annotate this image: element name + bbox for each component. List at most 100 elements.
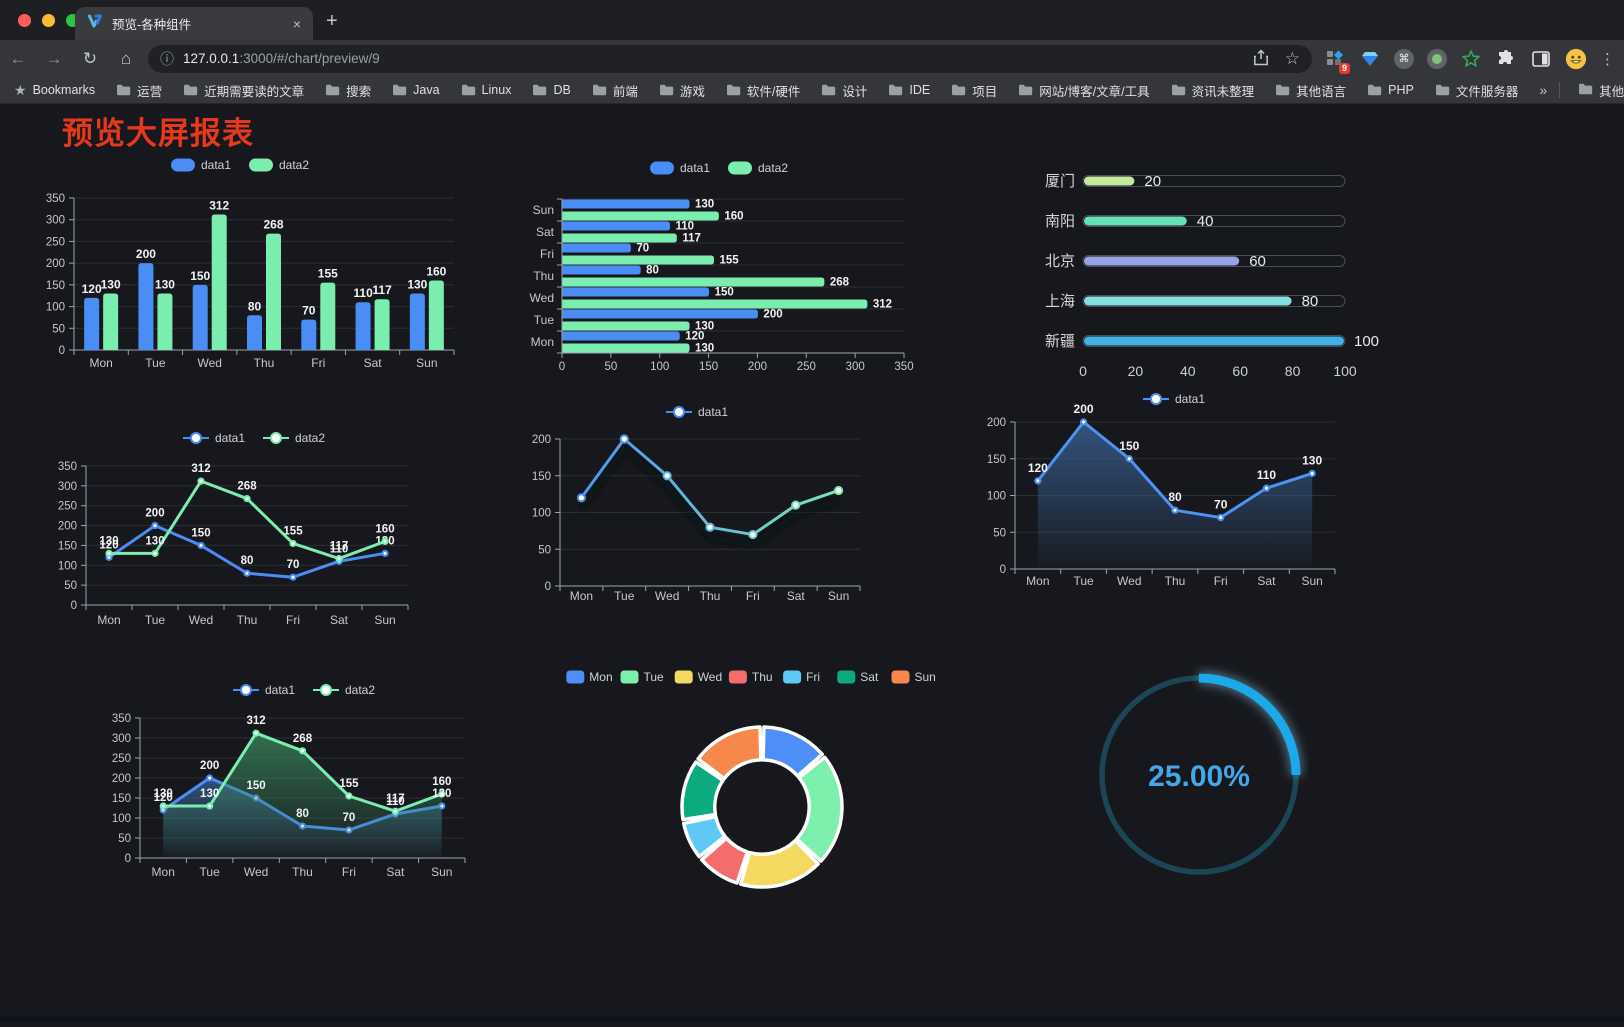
- svg-text:Sun: Sun: [431, 865, 452, 879]
- other-bookmarks-folder[interactable]: 其他书签: [1559, 81, 1624, 100]
- share-icon[interactable]: [1253, 48, 1269, 69]
- folder-icon: [1368, 84, 1382, 96]
- bookmark-folder[interactable]: 文件服务器: [1435, 81, 1518, 100]
- bookmarks-label: Bookmarks: [32, 83, 96, 97]
- bookmark-folder[interactable]: 游戏: [659, 81, 705, 100]
- svg-text:50: 50: [538, 544, 551, 556]
- bookmark-folder[interactable]: 软件/硬件: [726, 81, 800, 100]
- bookmark-folder[interactable]: DB: [532, 83, 571, 97]
- forward-icon[interactable]: →: [45, 48, 63, 68]
- svg-text:110: 110: [353, 286, 373, 300]
- chart-bar-horizontal: data1 data2 0 50 100 150 200 250 300 350 Sun 130 160…: [530, 161, 914, 373]
- bookmark-folder[interactable]: PHP: [1367, 83, 1414, 97]
- svg-text:50: 50: [52, 323, 65, 335]
- svg-text:250: 250: [797, 361, 816, 373]
- svg-text:155: 155: [719, 255, 739, 267]
- reload-icon[interactable]: ↻: [82, 48, 98, 68]
- window-close-button[interactable]: [18, 14, 31, 27]
- svg-text:Mon: Mon: [89, 356, 112, 370]
- address-bar[interactable]: ⓘ 127.0.0.1:3000/#/chart/preview/9 ☆: [148, 44, 1312, 73]
- extension-gem-icon[interactable]: [1359, 48, 1381, 70]
- chart-area-single: data1 0 50 100 150 200 Mon Tue Wed Thu Fri Sat Sun 12…: [987, 392, 1336, 588]
- bookmark-folder[interactable]: 项目: [951, 81, 997, 100]
- svg-text:80: 80: [1302, 293, 1319, 310]
- svg-text:155: 155: [318, 267, 338, 281]
- svg-text:268: 268: [263, 218, 283, 232]
- svg-text:Mon: Mon: [1026, 574, 1049, 588]
- bookmark-folder[interactable]: 前端: [592, 81, 638, 100]
- tab-close-icon[interactable]: ×: [292, 15, 301, 32]
- svg-text:Tue: Tue: [200, 865, 221, 879]
- svg-text:Wed: Wed: [655, 589, 679, 603]
- svg-text:data1: data1: [201, 158, 231, 172]
- bookmark-folder-label: IDE: [909, 83, 931, 97]
- bookmarks-star-icon: ★: [14, 81, 27, 98]
- svg-text:200: 200: [748, 361, 767, 373]
- site-info-icon[interactable]: ⓘ: [160, 50, 174, 67]
- svg-text:150: 150: [532, 471, 551, 483]
- svg-text:200: 200: [58, 521, 77, 533]
- svg-text:130: 130: [101, 278, 121, 292]
- extension-badge: 9: [1338, 62, 1350, 74]
- bookmark-folder[interactable]: 运营: [116, 81, 162, 100]
- svg-text:130: 130: [432, 788, 451, 800]
- extension-command-icon[interactable]: ⌘: [1394, 48, 1414, 69]
- extension-star-icon[interactable]: [1460, 48, 1482, 70]
- browser-menu-icon[interactable]: ⋮: [1600, 50, 1615, 68]
- svg-text:100: 100: [112, 813, 131, 825]
- chart-area-double: data1 data2 0 50 100 150 200 250 300 350 Mon Tue Wed…: [112, 683, 466, 879]
- svg-text:Sat: Sat: [1257, 574, 1276, 588]
- svg-text:350: 350: [58, 461, 77, 473]
- window-minimize-button[interactable]: [42, 14, 55, 27]
- svg-text:40: 40: [1197, 213, 1214, 230]
- svg-text:150: 150: [46, 280, 65, 292]
- bookmark-folder-label: 搜索: [346, 84, 372, 99]
- svg-text:50: 50: [64, 580, 77, 592]
- svg-text:150: 150: [1119, 439, 1139, 453]
- bookmark-folder[interactable]: 资讯未整理: [1171, 81, 1254, 100]
- svg-text:Sat: Sat: [364, 356, 383, 370]
- svg-text:200: 200: [987, 417, 1006, 429]
- svg-text:150: 150: [58, 540, 77, 552]
- bookmark-folder[interactable]: Java: [392, 83, 440, 97]
- browser-tab[interactable]: 预览-各种组件 ×: [75, 7, 313, 40]
- bookmark-folder[interactable]: 设计: [821, 81, 867, 100]
- bookmark-folder[interactable]: 搜索: [325, 81, 371, 100]
- folder-icon: [461, 84, 475, 96]
- extensions-puzzle-icon[interactable]: [1495, 48, 1517, 70]
- svg-text:Fri: Fri: [311, 356, 325, 370]
- svg-text:Tue: Tue: [145, 356, 166, 370]
- svg-text:100: 100: [650, 361, 669, 373]
- bookmarks-overflow-chevron[interactable]: »: [1539, 82, 1548, 98]
- svg-text:0: 0: [125, 853, 131, 865]
- home-icon[interactable]: ⌂: [120, 48, 132, 68]
- svg-text:200: 200: [136, 247, 156, 261]
- profile-avatar[interactable]: [1565, 48, 1587, 70]
- svg-text:70: 70: [287, 559, 300, 571]
- back-icon[interactable]: ←: [9, 48, 27, 68]
- folder-icon: [592, 84, 607, 96]
- svg-text:250: 250: [58, 501, 77, 513]
- bookmark-folder[interactable]: 近期需要读的文章: [183, 81, 304, 100]
- extension-recorder-icon[interactable]: [1427, 48, 1447, 69]
- svg-text:Wed: Wed: [1117, 574, 1141, 588]
- extension-grid-icon[interactable]: 9: [1324, 48, 1350, 74]
- bookmark-folder[interactable]: 其他语言: [1275, 81, 1346, 100]
- svg-text:0: 0: [71, 600, 77, 612]
- bookmark-folder[interactable]: IDE: [888, 83, 930, 97]
- bookmark-folder[interactable]: 网站/博客/文章/工具: [1018, 81, 1150, 100]
- folder-icon: [889, 84, 903, 96]
- bookmark-folder-label: Java: [413, 83, 440, 97]
- svg-text:155: 155: [339, 778, 359, 790]
- svg-text:Tue: Tue: [614, 589, 635, 603]
- new-tab-button[interactable]: +: [326, 10, 338, 32]
- svg-text:150: 150: [715, 287, 734, 299]
- svg-text:100: 100: [1333, 363, 1357, 379]
- side-panel-icon[interactable]: [1530, 48, 1552, 70]
- dashboard-content: 预览大屏报表 data1 data2 0 50 100 150 200 250 300 350 Mo…: [0, 105, 1624, 1022]
- bookmark-folder[interactable]: Linux: [461, 83, 511, 97]
- svg-text:80: 80: [646, 265, 659, 277]
- chart-pie-donut: Mon Tue Wed Thu Fri Sat Sun: [566, 670, 936, 889]
- bookmarks-manager-item[interactable]: ★ Bookmarks: [14, 82, 95, 99]
- bookmark-star-icon[interactable]: ☆: [1284, 48, 1300, 68]
